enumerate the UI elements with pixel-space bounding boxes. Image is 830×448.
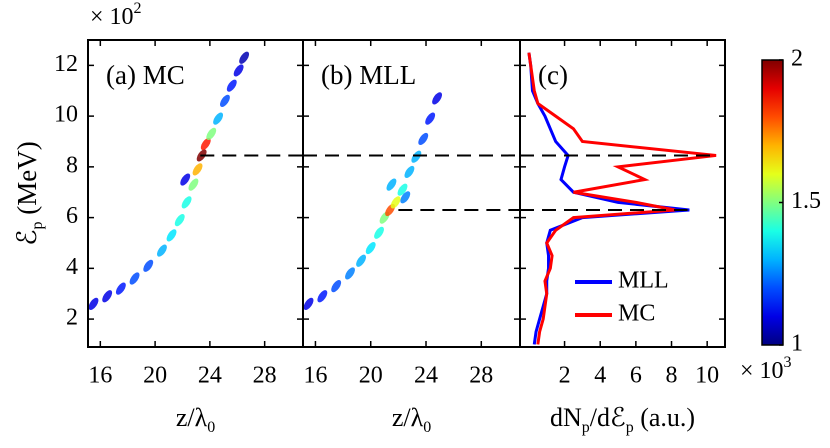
density-blob [390,196,401,209]
density-blob [386,178,397,191]
x-tick-label: 24 [198,363,222,389]
density-blob [115,282,126,295]
x-tick-label: 28 [253,363,277,389]
density-blob [411,150,422,163]
x-axis-label: z/λ0 [176,403,215,436]
density-blob [129,272,140,285]
axis-multiplier: × 102 [90,0,142,29]
legend-label: MLL [618,268,669,294]
panel: 16 20 24 28 (b) MLL z/λ0 [302,39,521,436]
panel-label: (b) MLL [321,60,416,90]
x-tick-label: 20 [143,363,167,389]
y-tick-label: 2 [66,305,78,331]
density-blob [233,64,244,77]
density-blob [213,112,224,125]
density-blob [432,92,443,105]
density-blob [331,280,342,293]
label-part: dN [550,403,582,432]
label-part: p [582,419,590,436]
label-part: 0 [423,419,431,436]
panel-label: (a) MC [106,60,185,90]
panel-frame [519,39,726,348]
density-blob [166,229,177,242]
y-axis-label: ℰp (MeV) [12,141,46,246]
label-part: 0 [207,419,215,436]
density-blob [303,297,314,310]
y-tick-label: 6 [66,203,78,229]
label-part: p [29,221,46,229]
density-blob [418,132,429,146]
density-blob [374,226,384,239]
x-tick-label: 4 [594,363,606,389]
panel-label: (c) [538,60,568,90]
density-blob [397,183,408,196]
x-tick-label: 16 [88,363,112,389]
density-blob [88,297,99,310]
label-part: (MeV) [12,141,42,221]
label-part: z/λ [176,403,208,432]
density-blob [365,241,376,255]
multiplier-exponent: 3 [784,354,792,371]
density-blob [317,290,328,303]
density-blob [206,127,217,140]
colorbar-tick-label: 1 [791,331,803,357]
axis-multiplier: × 103 [740,354,792,383]
multiplier-exponent: 2 [134,0,142,17]
density-blob [220,94,230,107]
density-blob [192,163,203,176]
density-blob [181,196,192,209]
label-part: /dℰ [590,403,626,432]
density-blob [425,112,436,125]
density-blob [143,259,154,272]
spectrum-line [527,52,717,345]
density-blob [404,165,415,179]
density-blob [239,51,250,64]
label-part: p [626,419,634,436]
density-blob [345,267,355,280]
y-tick-label: 4 [66,254,78,280]
multiplier-base: × 10 [90,4,134,30]
x-axis-label: z/λ0 [392,403,431,436]
density-blob [400,191,411,204]
label-part: ℰ [12,229,42,245]
density-blob [157,244,167,257]
density-blob [200,137,211,151]
multiplier-base: × 10 [740,358,784,384]
x-axis-label: dNp/dℰp (a.u.) [550,403,695,436]
x-tick-label: 20 [359,363,383,389]
x-tick-label: 10 [695,363,719,389]
x-tick-label: 2 [559,363,571,389]
colorbar-tick-label: 1.5 [791,188,821,214]
colorbar-tick-label: 2 [791,46,803,72]
y-tick-label: 10 [54,102,78,128]
x-tick-label: 8 [666,363,678,389]
y-tick-label: 12 [54,51,78,77]
legend-label: MC [618,301,655,327]
density-blob [180,173,191,186]
label-part: z/λ [392,403,424,432]
density-blob [226,79,237,92]
y-tick-label: 8 [66,152,78,178]
x-tick-label: 16 [303,363,327,389]
density-blob [188,178,199,191]
x-tick-label: 6 [630,363,642,389]
x-tick-label: 24 [414,363,438,389]
density-blob [174,214,185,227]
label-part: (a.u.) [634,403,695,432]
density-blob [102,290,113,303]
x-tick-label: 28 [469,363,493,389]
density-blob [356,254,366,267]
